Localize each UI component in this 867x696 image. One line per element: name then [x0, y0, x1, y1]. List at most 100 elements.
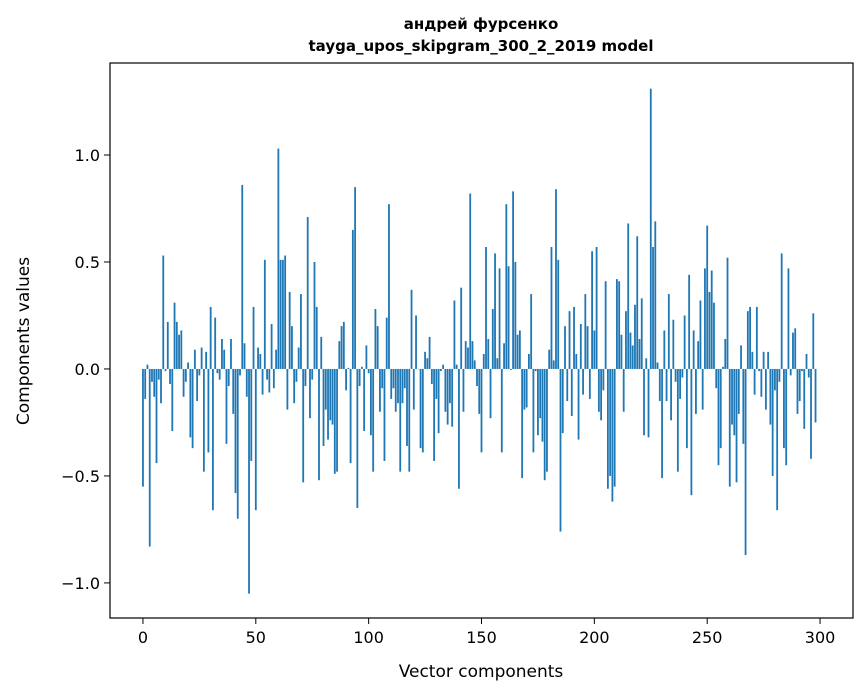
bar	[467, 347, 469, 369]
bar	[458, 368, 460, 489]
bar	[347, 367, 350, 369]
bar	[503, 343, 505, 369]
bar	[473, 360, 476, 369]
x-axis-ticks: 0 50 100 150 200 250 300	[138, 618, 835, 647]
bar	[762, 351, 765, 369]
bar	[794, 328, 797, 369]
bar	[209, 306, 212, 369]
bar	[640, 298, 643, 369]
bar	[216, 368, 219, 374]
bar	[370, 368, 372, 436]
bar	[189, 368, 192, 438]
bar	[415, 315, 417, 369]
bar	[672, 319, 675, 369]
bar	[527, 353, 530, 369]
bar	[812, 313, 815, 369]
bar	[300, 294, 302, 369]
bar	[667, 294, 670, 369]
bar	[439, 368, 442, 372]
bar	[631, 345, 634, 369]
bar	[602, 368, 605, 391]
bar	[566, 368, 569, 402]
bar	[521, 368, 524, 479]
bar	[751, 351, 754, 369]
bar	[728, 368, 731, 487]
bar	[358, 368, 361, 387]
bar	[442, 364, 445, 369]
bar	[388, 204, 390, 369]
chart-title-line-2: tayga_upos_skipgram_300_2_2019 model	[309, 37, 654, 55]
bar	[272, 368, 275, 389]
bar	[239, 368, 241, 376]
bar	[512, 191, 515, 369]
bar	[620, 334, 623, 369]
bar	[200, 347, 203, 369]
bar	[509, 368, 512, 371]
y-tick-label: −0.5	[61, 467, 100, 486]
x-tick-label: 300	[805, 628, 836, 647]
bar	[695, 368, 697, 414]
bar	[749, 306, 751, 369]
bar	[480, 368, 483, 453]
bar	[408, 368, 411, 472]
bar	[787, 268, 790, 369]
bar	[618, 281, 621, 369]
bar	[336, 368, 338, 472]
bar	[807, 368, 810, 378]
bar	[419, 368, 422, 449]
bar	[525, 368, 528, 408]
bar	[252, 306, 255, 369]
bar	[636, 236, 639, 369]
bar	[541, 368, 544, 442]
bar	[731, 368, 733, 425]
bar	[230, 339, 232, 369]
bar	[737, 368, 740, 414]
bar	[584, 294, 587, 369]
bar	[582, 368, 584, 395]
bar	[597, 368, 600, 412]
bar	[670, 368, 672, 421]
bar	[559, 368, 562, 532]
bar	[681, 368, 684, 378]
bar	[327, 368, 329, 440]
bar	[805, 353, 808, 369]
bar	[606, 368, 609, 489]
bar	[270, 324, 273, 369]
bar	[742, 368, 745, 444]
bar	[277, 148, 280, 369]
bar	[421, 368, 424, 453]
bar	[331, 368, 334, 425]
bar	[719, 368, 722, 449]
bar	[309, 368, 311, 419]
bar	[295, 368, 298, 382]
bar	[530, 294, 533, 369]
bar	[248, 368, 250, 594]
bar	[810, 368, 812, 459]
bar	[144, 368, 147, 399]
bar	[446, 368, 449, 425]
bar	[166, 321, 169, 369]
y-tick-label: 0.0	[75, 360, 100, 379]
bar	[579, 324, 582, 369]
bar	[717, 368, 720, 466]
bar	[142, 368, 144, 487]
bar	[663, 330, 666, 369]
bar	[302, 368, 305, 483]
bar	[645, 358, 648, 369]
bar	[523, 368, 526, 410]
bar	[340, 326, 343, 369]
bar	[708, 291, 711, 369]
bar	[789, 368, 792, 376]
bar	[573, 306, 575, 369]
bar	[383, 368, 386, 461]
bar	[376, 326, 379, 369]
bar	[193, 349, 196, 369]
bar	[539, 368, 542, 419]
bar	[767, 351, 770, 369]
bar	[198, 368, 201, 376]
bar	[424, 351, 426, 369]
bar	[433, 368, 436, 461]
bar	[537, 368, 539, 436]
bar	[279, 259, 282, 369]
